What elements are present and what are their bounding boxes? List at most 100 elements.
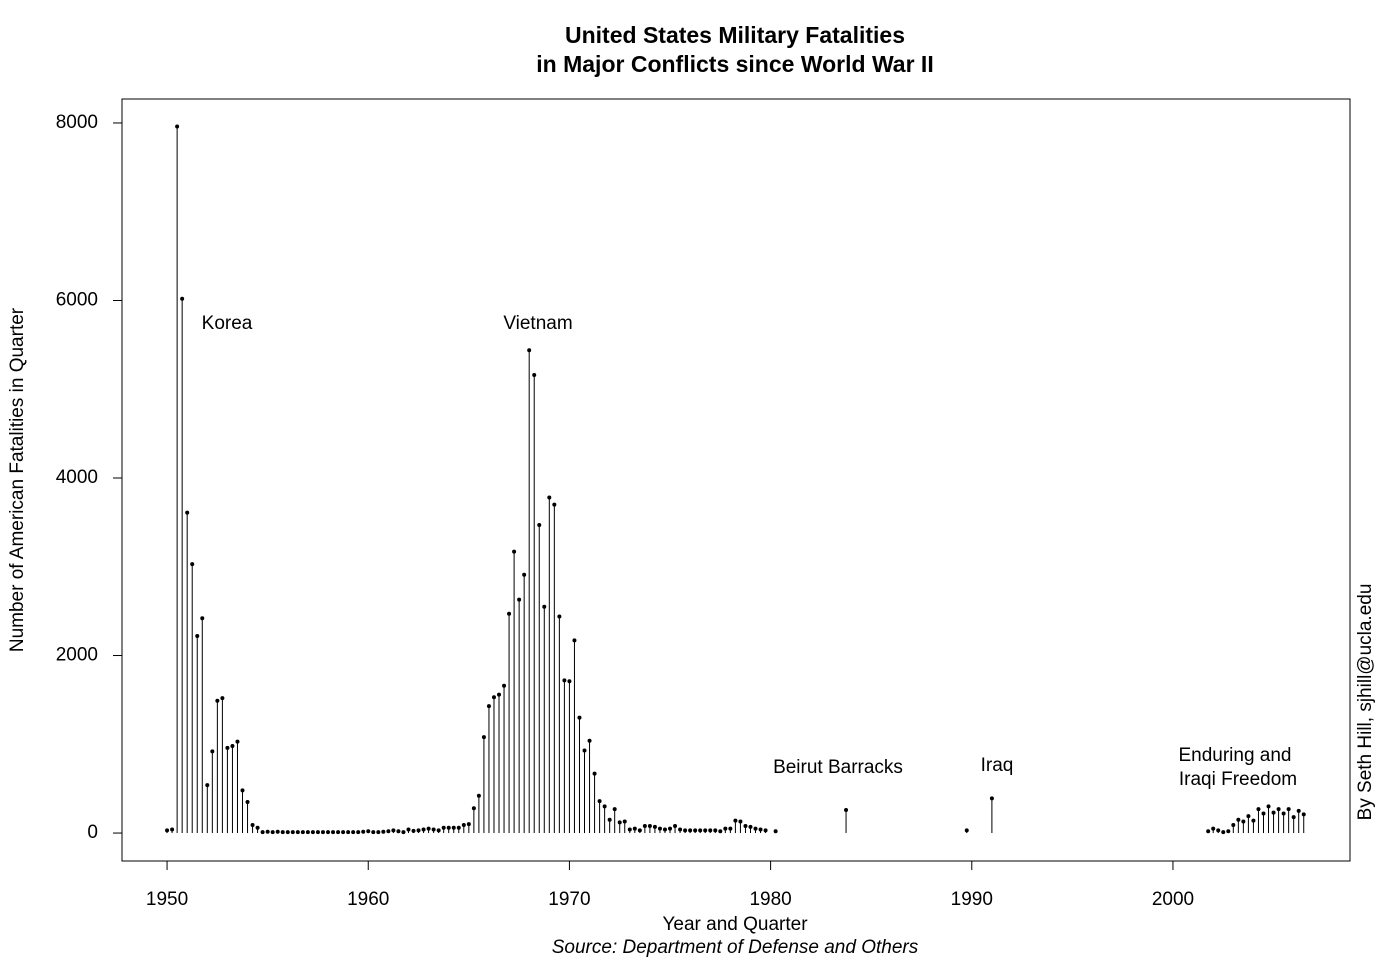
- point: [406, 827, 411, 832]
- point: [305, 830, 310, 835]
- point: [481, 735, 486, 740]
- source-note: Source: Department of Defense and Others: [552, 937, 919, 958]
- point: [326, 830, 331, 835]
- point: [471, 806, 476, 811]
- point: [175, 124, 180, 129]
- point: [718, 829, 723, 834]
- annotation: Enduring and: [1178, 745, 1291, 766]
- point: [431, 827, 436, 832]
- point: [688, 828, 693, 833]
- point: [683, 828, 688, 833]
- point: [185, 510, 190, 515]
- point: [567, 679, 572, 684]
- point: [240, 788, 245, 793]
- point: [491, 695, 496, 700]
- point: [245, 799, 250, 804]
- point: [1241, 819, 1246, 824]
- point: [723, 826, 728, 831]
- point: [476, 793, 481, 798]
- point: [391, 828, 396, 833]
- point: [260, 830, 265, 835]
- point: [486, 704, 491, 709]
- point: [1231, 823, 1236, 828]
- point: [728, 826, 733, 831]
- point: [421, 827, 426, 832]
- x-axis-label: Year and Quarter: [662, 914, 808, 935]
- x-tick-label: 1970: [548, 889, 590, 910]
- y-tick-label: 8000: [56, 112, 98, 133]
- point: [441, 825, 446, 830]
- x-tick-label: 1950: [146, 889, 188, 910]
- point: [230, 744, 235, 749]
- point: [170, 827, 175, 832]
- point: [351, 830, 356, 835]
- point: [678, 827, 683, 832]
- annotation: Iraqi Freedom: [1179, 769, 1297, 790]
- point: [587, 738, 592, 743]
- point: [673, 823, 678, 828]
- point: [411, 828, 416, 833]
- point: [280, 830, 285, 835]
- point: [547, 495, 552, 500]
- x-tick-label: 2000: [1152, 889, 1194, 910]
- point: [1221, 830, 1226, 835]
- point: [1246, 814, 1251, 819]
- point: [210, 749, 215, 754]
- point: [456, 825, 461, 830]
- point: [617, 820, 622, 825]
- point: [647, 823, 652, 828]
- point: [627, 827, 632, 832]
- point: [270, 830, 275, 835]
- point: [552, 502, 557, 507]
- point: [497, 692, 502, 697]
- point: [652, 824, 657, 829]
- point: [773, 829, 778, 834]
- point: [1216, 828, 1221, 833]
- point: [572, 638, 577, 643]
- point: [557, 614, 562, 619]
- point: [225, 745, 230, 750]
- point: [657, 826, 662, 831]
- point: [1211, 826, 1216, 831]
- point: [371, 830, 376, 835]
- point: [713, 828, 718, 833]
- point: [331, 830, 336, 835]
- point: [165, 828, 170, 833]
- point: [1256, 807, 1261, 812]
- point: [1261, 811, 1266, 816]
- annotation: Beirut Barracks: [773, 757, 903, 778]
- point: [290, 830, 295, 835]
- point: [396, 829, 401, 834]
- point: [416, 828, 421, 833]
- x-tick-label: 1980: [749, 889, 791, 910]
- point: [285, 830, 290, 835]
- point: [662, 827, 667, 832]
- point: [255, 825, 260, 830]
- point: [1206, 829, 1211, 834]
- point: [844, 807, 849, 812]
- point: [522, 572, 527, 577]
- point: [401, 830, 406, 835]
- point: [502, 683, 507, 688]
- point: [622, 819, 627, 824]
- point: [1286, 807, 1291, 812]
- point: [668, 826, 673, 831]
- point: [698, 828, 703, 833]
- point: [763, 828, 768, 833]
- point: [708, 828, 713, 833]
- point: [1266, 804, 1271, 809]
- point: [1226, 829, 1231, 834]
- point: [1291, 815, 1296, 820]
- point: [582, 748, 587, 753]
- point: [743, 823, 748, 828]
- point: [436, 828, 441, 833]
- point: [607, 817, 612, 822]
- point: [703, 828, 708, 833]
- point: [642, 823, 647, 828]
- point: [220, 696, 225, 701]
- point: [1281, 811, 1286, 816]
- point: [341, 830, 346, 835]
- y-axis-label: Number of American Fatalities in Quarter: [7, 307, 28, 652]
